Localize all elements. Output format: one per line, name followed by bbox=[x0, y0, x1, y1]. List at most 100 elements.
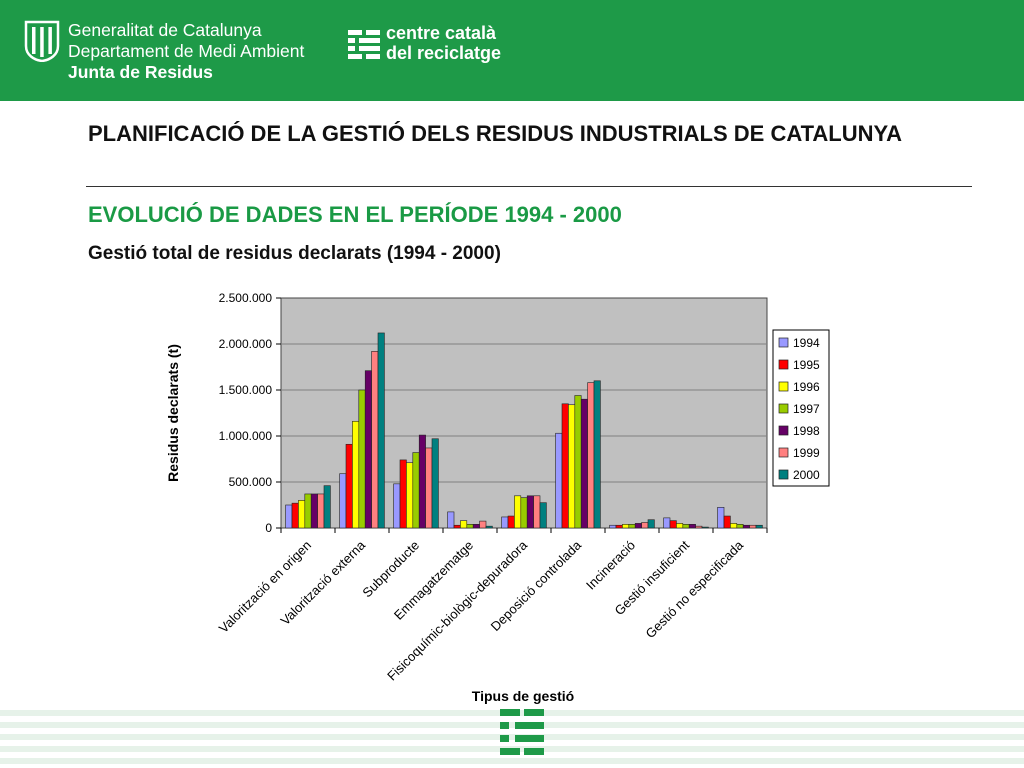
bar bbox=[701, 526, 709, 529]
bar bbox=[730, 523, 738, 529]
generalitat-logo-icon bbox=[24, 20, 60, 62]
bar bbox=[609, 524, 617, 529]
ccr-name-line-2: del reciclatge bbox=[386, 43, 502, 63]
bar bbox=[447, 511, 455, 529]
bar bbox=[580, 398, 588, 529]
header-bar: Generalitat de Catalunya Departament de … bbox=[0, 0, 1024, 101]
bar bbox=[310, 493, 318, 529]
bar bbox=[425, 447, 433, 529]
bar bbox=[399, 459, 407, 529]
bar bbox=[533, 495, 541, 529]
bar bbox=[364, 370, 372, 529]
bar bbox=[345, 443, 353, 529]
bar bbox=[742, 524, 750, 529]
bar bbox=[418, 434, 426, 529]
bar bbox=[717, 506, 725, 529]
bar bbox=[526, 495, 534, 529]
bar bbox=[641, 522, 649, 529]
bar bbox=[749, 524, 757, 529]
bar bbox=[539, 502, 547, 529]
bar bbox=[501, 516, 509, 529]
bar bbox=[593, 380, 601, 529]
legend-swatch bbox=[778, 425, 789, 436]
y-tick-label: 2.000.000 bbox=[219, 337, 273, 351]
bar bbox=[755, 524, 763, 529]
y-tick-label: 2.500.000 bbox=[219, 291, 273, 305]
legend-swatch bbox=[778, 337, 789, 348]
bar bbox=[291, 502, 299, 529]
y-tick-label: 1.500.000 bbox=[219, 383, 273, 397]
bar bbox=[285, 504, 293, 529]
bar bbox=[723, 515, 731, 529]
page-title: PLANIFICACIÓ DE LA GESTIÓ DELS RESIDUS I… bbox=[88, 121, 903, 146]
y-tick-label: 500.000 bbox=[229, 475, 273, 489]
bar bbox=[628, 524, 636, 529]
bar bbox=[472, 524, 480, 529]
x-axis-label: Tipus de gestió bbox=[472, 688, 574, 704]
x-tick-label: Valorització en origen bbox=[216, 538, 314, 636]
bar bbox=[676, 523, 684, 529]
bar bbox=[555, 432, 563, 529]
legend-swatch bbox=[778, 359, 789, 370]
bar bbox=[587, 382, 595, 529]
bar bbox=[514, 495, 522, 529]
bar bbox=[736, 524, 744, 529]
bar bbox=[615, 524, 623, 529]
legend-entry: 1997 bbox=[793, 402, 820, 416]
title-divider bbox=[86, 186, 972, 187]
bar bbox=[663, 517, 671, 529]
chart-title: Gestió total de residus declarats (1994 … bbox=[88, 243, 501, 264]
agency-name: Junta de Residus bbox=[68, 62, 213, 82]
bar bbox=[304, 493, 312, 529]
y-tick-label: 1.000.000 bbox=[219, 429, 273, 443]
bar bbox=[339, 473, 347, 529]
bar bbox=[520, 497, 528, 529]
bar bbox=[634, 523, 642, 529]
bar bbox=[453, 524, 461, 529]
legend-entry: 1998 bbox=[793, 424, 820, 438]
bar bbox=[647, 519, 655, 529]
x-tick-label: Incineració bbox=[583, 538, 638, 593]
legend-entry: 1995 bbox=[793, 358, 820, 372]
y-tick-label: 0 bbox=[265, 521, 272, 535]
bar bbox=[317, 493, 325, 529]
bar bbox=[622, 524, 630, 529]
bar bbox=[466, 524, 474, 529]
ccr-name-line-1: centre català bbox=[386, 23, 497, 43]
bar bbox=[406, 462, 414, 529]
bar bbox=[574, 395, 582, 529]
bar bbox=[393, 483, 401, 529]
bar bbox=[460, 520, 468, 529]
bar bbox=[695, 525, 703, 529]
department-name: Departament de Medi Ambient bbox=[68, 41, 305, 61]
x-tick-label: Gestió no especificada bbox=[643, 537, 747, 641]
page-subtitle: EVOLUCIÓ DE DADES EN EL PERÍODE 1994 - 2… bbox=[88, 202, 622, 227]
legend-swatch bbox=[778, 381, 789, 392]
legend-swatch bbox=[778, 469, 789, 480]
bar bbox=[688, 524, 696, 529]
bar bbox=[669, 520, 677, 529]
generalitat-name: Generalitat de Catalunya bbox=[68, 20, 262, 40]
legend-swatch bbox=[778, 447, 789, 458]
bar bbox=[568, 404, 576, 529]
bar bbox=[412, 452, 420, 529]
x-tick-label: Deposició controlada bbox=[488, 537, 585, 634]
legend-entry: 1999 bbox=[793, 446, 820, 460]
bar bbox=[298, 500, 306, 529]
bar bbox=[561, 403, 569, 529]
bar bbox=[479, 520, 487, 529]
legend-entry: 1996 bbox=[793, 380, 820, 394]
bar bbox=[352, 420, 360, 529]
y-axis-label: Residus declarats (t) bbox=[165, 344, 181, 482]
ccr-logo-icon bbox=[348, 30, 380, 59]
bar bbox=[358, 389, 366, 529]
legend-entry: 1994 bbox=[793, 336, 820, 350]
bar bbox=[431, 438, 439, 529]
bar bbox=[377, 332, 385, 529]
footer-ccr-logo-icon bbox=[500, 709, 544, 755]
legend-entry: 2000 bbox=[793, 468, 820, 482]
bar bbox=[682, 524, 690, 529]
bar bbox=[485, 525, 493, 529]
bar bbox=[507, 515, 515, 529]
